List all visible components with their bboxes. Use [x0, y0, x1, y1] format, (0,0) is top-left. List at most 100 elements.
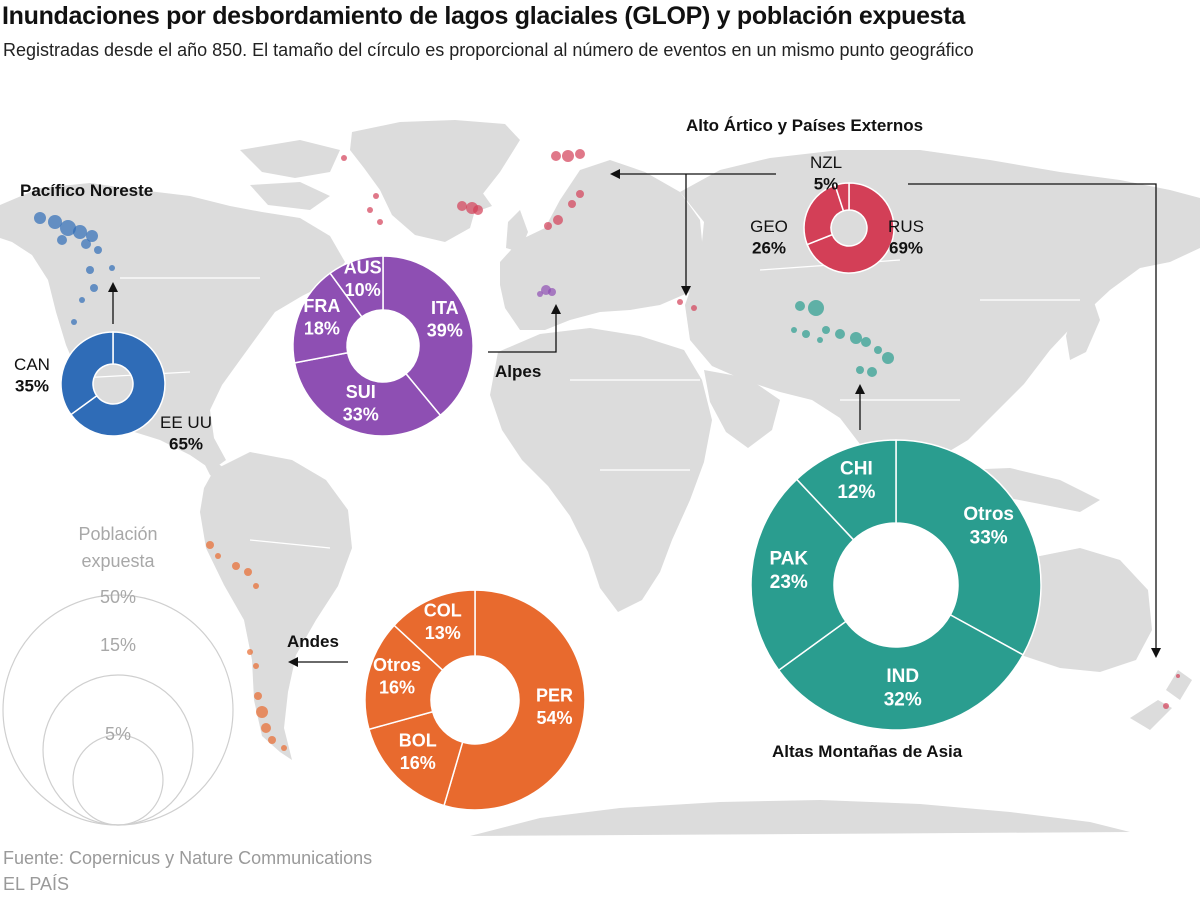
event-dot-3-8	[867, 367, 877, 377]
world-map	[0, 120, 1200, 836]
event-dot-4-4	[253, 583, 259, 589]
arrow-artico-nzl	[908, 183, 1157, 650]
slice-label-3-0: Otros	[963, 504, 1014, 525]
slice-label-4-2: Otros	[373, 655, 421, 675]
event-dot-0-9	[90, 284, 98, 292]
event-dot-0-12	[71, 319, 77, 325]
arrowhead-artico-nzl	[1151, 648, 1161, 658]
event-dot-2-10	[576, 190, 584, 198]
slice-value-0-0: 65%	[169, 434, 203, 453]
pointer-arrows	[112, 173, 1157, 663]
event-dot-1-1	[548, 288, 556, 296]
legend-circle-50	[2, 594, 234, 826]
legend-size-50: 50%	[100, 587, 136, 607]
legend-size-5: 5%	[105, 724, 131, 744]
event-dot-0-3	[73, 225, 87, 239]
event-dot-4-0	[206, 541, 214, 549]
arrow-alpes	[488, 308, 557, 353]
land-uk	[506, 210, 528, 252]
arrowhead-artico-left	[610, 169, 620, 179]
slice-value-4-3: 13%	[425, 623, 461, 643]
slice-label-1-1: SUI	[346, 382, 376, 402]
arrowhead-andes	[288, 657, 298, 667]
slice-label-2-1: GEO	[750, 217, 788, 236]
event-dot-2-16	[1163, 703, 1169, 709]
legend-circle-15	[42, 674, 194, 826]
slice-value-3-0: 33%	[970, 528, 1008, 549]
arrowhead-asia	[855, 384, 865, 394]
event-dot-0-4	[86, 230, 98, 242]
slice-label-1-2: FRA	[303, 296, 340, 316]
slice-value-4-0: 54%	[536, 708, 572, 728]
event-dot-3-10	[802, 330, 810, 338]
slice-value-1-1: 33%	[343, 404, 379, 424]
arrowhead-alpes	[551, 304, 561, 314]
event-dot-0-8	[86, 266, 94, 274]
arrowhead-artico-down	[681, 286, 691, 296]
event-dot-4-8	[256, 706, 268, 718]
chart-subtitle: Registradas desde el año 850. El tamaño …	[3, 40, 974, 60]
slice-label-0-1: CAN	[14, 355, 50, 374]
brand-credit: EL PAÍS	[3, 874, 70, 894]
slice-value-1-0: 39%	[427, 320, 463, 340]
region-label-artico: Alto Ártico y Países Externos	[686, 116, 923, 135]
chart-title: Inundaciones por desbordamiento de lagos…	[2, 2, 965, 30]
slice-label-2-0: RUS	[888, 217, 924, 236]
event-dot-2-13	[544, 222, 552, 230]
event-dot-3-5	[861, 337, 871, 347]
event-dot-2-7	[457, 201, 467, 211]
event-dot-2-12	[553, 215, 563, 225]
slice-label-1-3: AUS	[344, 258, 382, 278]
donut-slice-3-2	[750, 478, 855, 672]
event-dot-3-11	[817, 337, 823, 343]
event-dot-2-14	[677, 299, 683, 305]
land-new-zealand	[1130, 670, 1192, 730]
region-label-alpes: Alpes	[495, 362, 541, 381]
event-dot-3-12	[791, 327, 797, 333]
event-dot-3-9	[856, 366, 864, 374]
donut-slice-3-0	[895, 439, 1042, 656]
event-dot-1-2	[537, 291, 543, 297]
land-arctic-islands	[240, 140, 340, 210]
slice-label-3-3: CHI	[840, 458, 873, 479]
slice-value-3-3: 12%	[837, 482, 875, 503]
land-antarctica	[470, 800, 1130, 836]
arrowheads	[108, 169, 1161, 667]
event-dot-2-2	[575, 149, 585, 159]
slice-value-2-0: 69%	[889, 238, 923, 257]
source-note: Fuente: Copernicus y Nature Communicatio…	[3, 848, 373, 868]
event-dot-2-3	[341, 155, 347, 161]
donut-3: Otros 33% IND 32% PAK 23% CHI 12%	[750, 439, 1042, 731]
slice-value-1-2: 18%	[304, 318, 340, 338]
donut-0: EE UU 65% CAN 35%	[14, 331, 212, 453]
event-dot-2-6	[377, 219, 383, 225]
event-dot-4-6	[253, 663, 259, 669]
donut-slice-2-1	[803, 184, 845, 246]
slice-value-1-3: 10%	[345, 280, 381, 300]
donut-slice-1-3	[329, 255, 384, 318]
legend-title-line2: expuesta	[81, 551, 155, 571]
event-dot-0-2	[60, 220, 76, 236]
event-dot-4-5	[247, 649, 253, 655]
legend-circle-5	[72, 734, 164, 826]
event-dot-2-5	[367, 207, 373, 213]
slice-label-0-0: EE UU	[160, 413, 212, 432]
slice-value-2-2: 5%	[814, 174, 839, 193]
event-dot-4-10	[268, 736, 276, 744]
slice-label-2-2: NZL	[810, 153, 842, 172]
event-dot-4-3	[244, 568, 252, 576]
slice-value-4-2: 16%	[379, 678, 415, 698]
donut-slice-1-0	[382, 255, 474, 417]
land-europe	[500, 160, 704, 330]
slice-label-3-1: IND	[886, 666, 919, 687]
region-label-asia: Altas Montañas de Asia	[772, 742, 963, 761]
region-label-pacifico: Pacífico Noreste	[20, 181, 153, 200]
event-dot-0-10	[109, 265, 115, 271]
donut-2: RUS 69% GEO 26% NZL 5%	[750, 153, 924, 274]
land-arabia	[704, 370, 780, 448]
size-legend: Población expuesta 50% 15% 5%	[2, 524, 234, 826]
event-dot-2-11	[568, 200, 576, 208]
event-dot-3-6	[874, 346, 882, 354]
legend-size-15: 15%	[100, 635, 136, 655]
